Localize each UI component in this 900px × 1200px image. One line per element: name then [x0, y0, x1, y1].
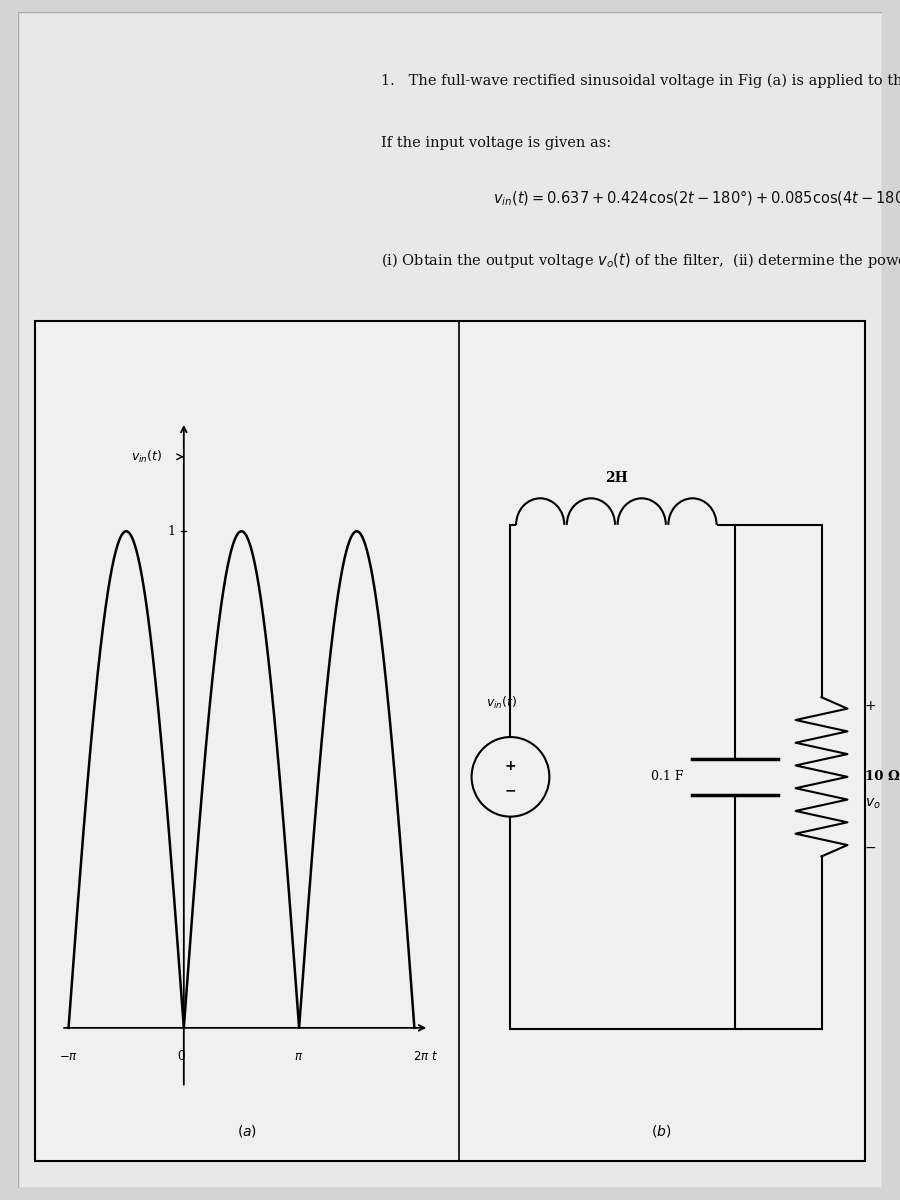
Text: $(b)$: $(b)$: [652, 1123, 672, 1139]
Text: −: −: [505, 784, 517, 797]
FancyBboxPatch shape: [18, 12, 882, 1188]
Text: If the input voltage is given as:: If the input voltage is given as:: [381, 136, 611, 150]
Text: 0: 0: [177, 1050, 185, 1063]
Text: 0.1 F: 0.1 F: [651, 770, 683, 784]
Text: 1: 1: [167, 524, 176, 538]
Text: $v_o$: $v_o$: [865, 796, 880, 810]
Text: $-\pi$: $-\pi$: [59, 1050, 78, 1063]
Text: (i) Obtain the output voltage $v_o(t)$ of the filter,  (ii) determine the power : (i) Obtain the output voltage $v_o(t)$ o…: [381, 251, 900, 270]
Text: 10 Ω: 10 Ω: [865, 770, 900, 784]
Text: 1.   The full-wave rectified sinusoidal voltage in Fig (a) is applied to the low: 1. The full-wave rectified sinusoidal vo…: [381, 74, 900, 89]
Text: 2H: 2H: [605, 472, 627, 485]
Text: $v_{in}(t)$: $v_{in}(t)$: [486, 695, 518, 710]
Text: $v_{in}(t)$: $v_{in}(t)$: [130, 449, 162, 464]
Text: +: +: [865, 700, 877, 713]
Text: −: −: [865, 840, 877, 854]
Text: $\pi$: $\pi$: [294, 1050, 303, 1063]
Text: $v_{in}(t) = 0.637 + 0.424\cos(2t - 180°) + 0.085\cos(4t - 180°)$: $v_{in}(t) = 0.637 + 0.424\cos(2t - 180°…: [493, 188, 900, 209]
Text: $2\pi\ t$: $2\pi\ t$: [413, 1050, 438, 1063]
Bar: [35, 322, 865, 1162]
Text: $(a)$: $(a)$: [237, 1123, 257, 1139]
Text: +: +: [505, 760, 517, 773]
